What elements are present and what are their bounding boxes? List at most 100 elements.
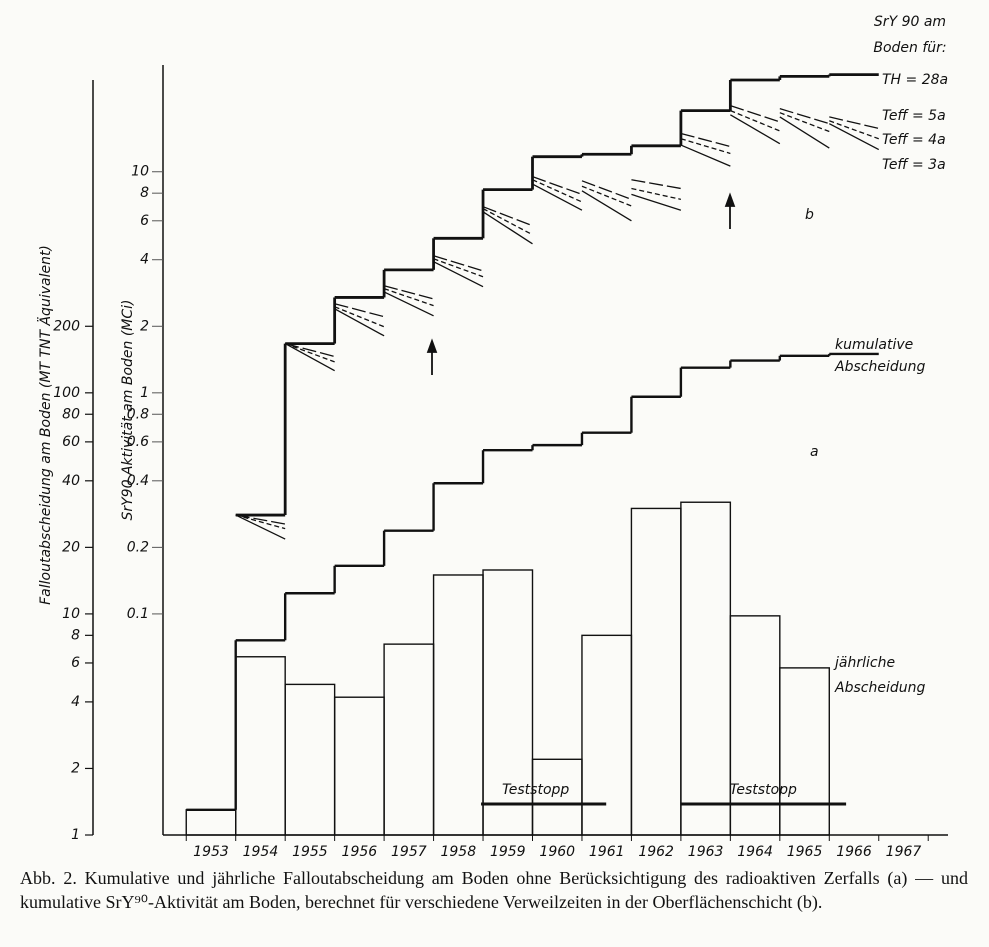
bar bbox=[779, 667, 830, 836]
decay-segment bbox=[631, 193, 682, 211]
bar bbox=[482, 569, 534, 836]
y-tick-label: 6 bbox=[71, 655, 80, 671]
series-label: Teff = 5a bbox=[882, 108, 946, 124]
x-tick-label: 1957 bbox=[391, 844, 427, 860]
y2-tick-label: 2 bbox=[140, 318, 149, 334]
decay-segment bbox=[532, 176, 583, 195]
y-tick-label: 1 bbox=[71, 827, 80, 843]
bar bbox=[630, 507, 682, 836]
series-label: jährliche bbox=[833, 655, 895, 671]
y-tick-label: 10 bbox=[62, 606, 80, 622]
y-tick-label: 80 bbox=[62, 406, 80, 422]
decay-segment bbox=[532, 183, 583, 211]
decay-segment bbox=[285, 342, 335, 358]
bar bbox=[729, 615, 781, 836]
y2-tick-label: 8 bbox=[140, 185, 149, 201]
x-tick-label: 1962 bbox=[638, 844, 674, 860]
decay-segment bbox=[383, 291, 434, 317]
y2-tick-label: 10 bbox=[131, 164, 149, 180]
decay-segment bbox=[581, 190, 632, 222]
teststopp-label: Teststopp bbox=[730, 782, 797, 798]
teststopp-label: Teststopp bbox=[502, 782, 569, 798]
y2-axis-title: SrY90 Aktivität am Boden (MCi) bbox=[120, 299, 136, 520]
y-tick-label: 100 bbox=[53, 385, 80, 401]
y-tick-label: 20 bbox=[62, 539, 80, 555]
x-tick-label: 1960 bbox=[539, 844, 575, 860]
decay-segment bbox=[334, 308, 385, 337]
y2-tick-label: 6 bbox=[140, 213, 149, 229]
bar bbox=[383, 643, 435, 836]
x-tick-label: 1953 bbox=[193, 844, 229, 860]
decay-segment bbox=[284, 343, 335, 372]
decay-segment bbox=[235, 514, 286, 540]
x-tick-label: 1955 bbox=[292, 844, 328, 860]
decay-segment bbox=[235, 514, 286, 525]
b-header: Boden für: bbox=[873, 40, 946, 56]
y2-tick-label: 0.2 bbox=[127, 539, 149, 555]
decay-segment bbox=[235, 514, 286, 530]
bar bbox=[333, 696, 385, 836]
bar bbox=[432, 574, 484, 836]
series-label: TH = 28a bbox=[882, 72, 948, 88]
decay-segment bbox=[482, 211, 533, 245]
decay-segment bbox=[383, 285, 434, 300]
series-label: Teff = 4a bbox=[882, 132, 946, 148]
decay-segment bbox=[581, 180, 632, 200]
b-header: SrY 90 am bbox=[874, 14, 946, 30]
caption: Abb. 2. Kumulative und jährliche Fallout… bbox=[20, 868, 968, 912]
y2-tick-label: 4 bbox=[140, 252, 149, 268]
series-label: Abscheidung bbox=[834, 359, 925, 375]
decay-segment bbox=[532, 179, 583, 203]
bar bbox=[185, 809, 237, 836]
decay-segment bbox=[829, 120, 879, 140]
y-tick-label: 40 bbox=[62, 473, 80, 489]
series-label: Teff = 3a bbox=[882, 157, 946, 173]
bar bbox=[680, 501, 732, 836]
decay-segment bbox=[779, 112, 830, 133]
decay-segment bbox=[829, 116, 879, 130]
bar bbox=[284, 683, 336, 836]
decay-segment bbox=[730, 105, 781, 123]
y-axis-title: Falloutabscheidung am Boden (MT TNT Äqui… bbox=[36, 245, 54, 605]
decay-segment bbox=[730, 110, 781, 132]
y2-tick-label: 1 bbox=[140, 385, 149, 401]
decay-segment bbox=[779, 116, 830, 149]
x-tick-label: 1956 bbox=[342, 844, 378, 860]
decay-segment bbox=[433, 255, 484, 272]
x-tick-label: 1961 bbox=[589, 844, 625, 860]
decay-segment bbox=[779, 107, 830, 125]
x-tick-label: 1959 bbox=[490, 844, 526, 860]
y-tick-label: 4 bbox=[71, 694, 80, 710]
y-tick-label: 60 bbox=[62, 434, 80, 450]
x-tick-label: 1964 bbox=[737, 844, 773, 860]
x-tick-label: 1963 bbox=[688, 844, 724, 860]
decay-segment bbox=[680, 132, 731, 148]
decay-segment bbox=[334, 303, 385, 318]
y2-tick-label: 0.8 bbox=[127, 406, 149, 422]
x-tick-label: 1967 bbox=[886, 844, 922, 860]
decay-segment bbox=[284, 342, 335, 363]
decay-segment bbox=[482, 206, 533, 227]
decay-segment bbox=[680, 144, 731, 167]
decay-segment bbox=[680, 138, 731, 155]
decay-segment bbox=[334, 306, 385, 328]
bar bbox=[235, 656, 286, 836]
series-label: Abscheidung bbox=[834, 680, 925, 696]
decay-segment bbox=[383, 288, 434, 307]
y2-tick-label: 0.6 bbox=[127, 434, 149, 450]
y2-tick-label: 0.4 bbox=[127, 473, 149, 489]
decay-segment bbox=[730, 114, 781, 145]
x-tick-label: 1965 bbox=[787, 844, 823, 860]
x-tick-label: 1954 bbox=[243, 844, 279, 860]
decay-segment bbox=[828, 123, 880, 151]
decay-segment bbox=[433, 258, 484, 278]
y-tick-label: 200 bbox=[53, 318, 80, 334]
annotation: b bbox=[805, 207, 814, 223]
decay-segment bbox=[581, 185, 632, 207]
decay-segment bbox=[631, 187, 682, 201]
annotation: a bbox=[810, 444, 819, 460]
y2-tick-label: 0.1 bbox=[127, 606, 149, 622]
decay-segment bbox=[482, 208, 533, 236]
arrow bbox=[426, 192, 736, 375]
